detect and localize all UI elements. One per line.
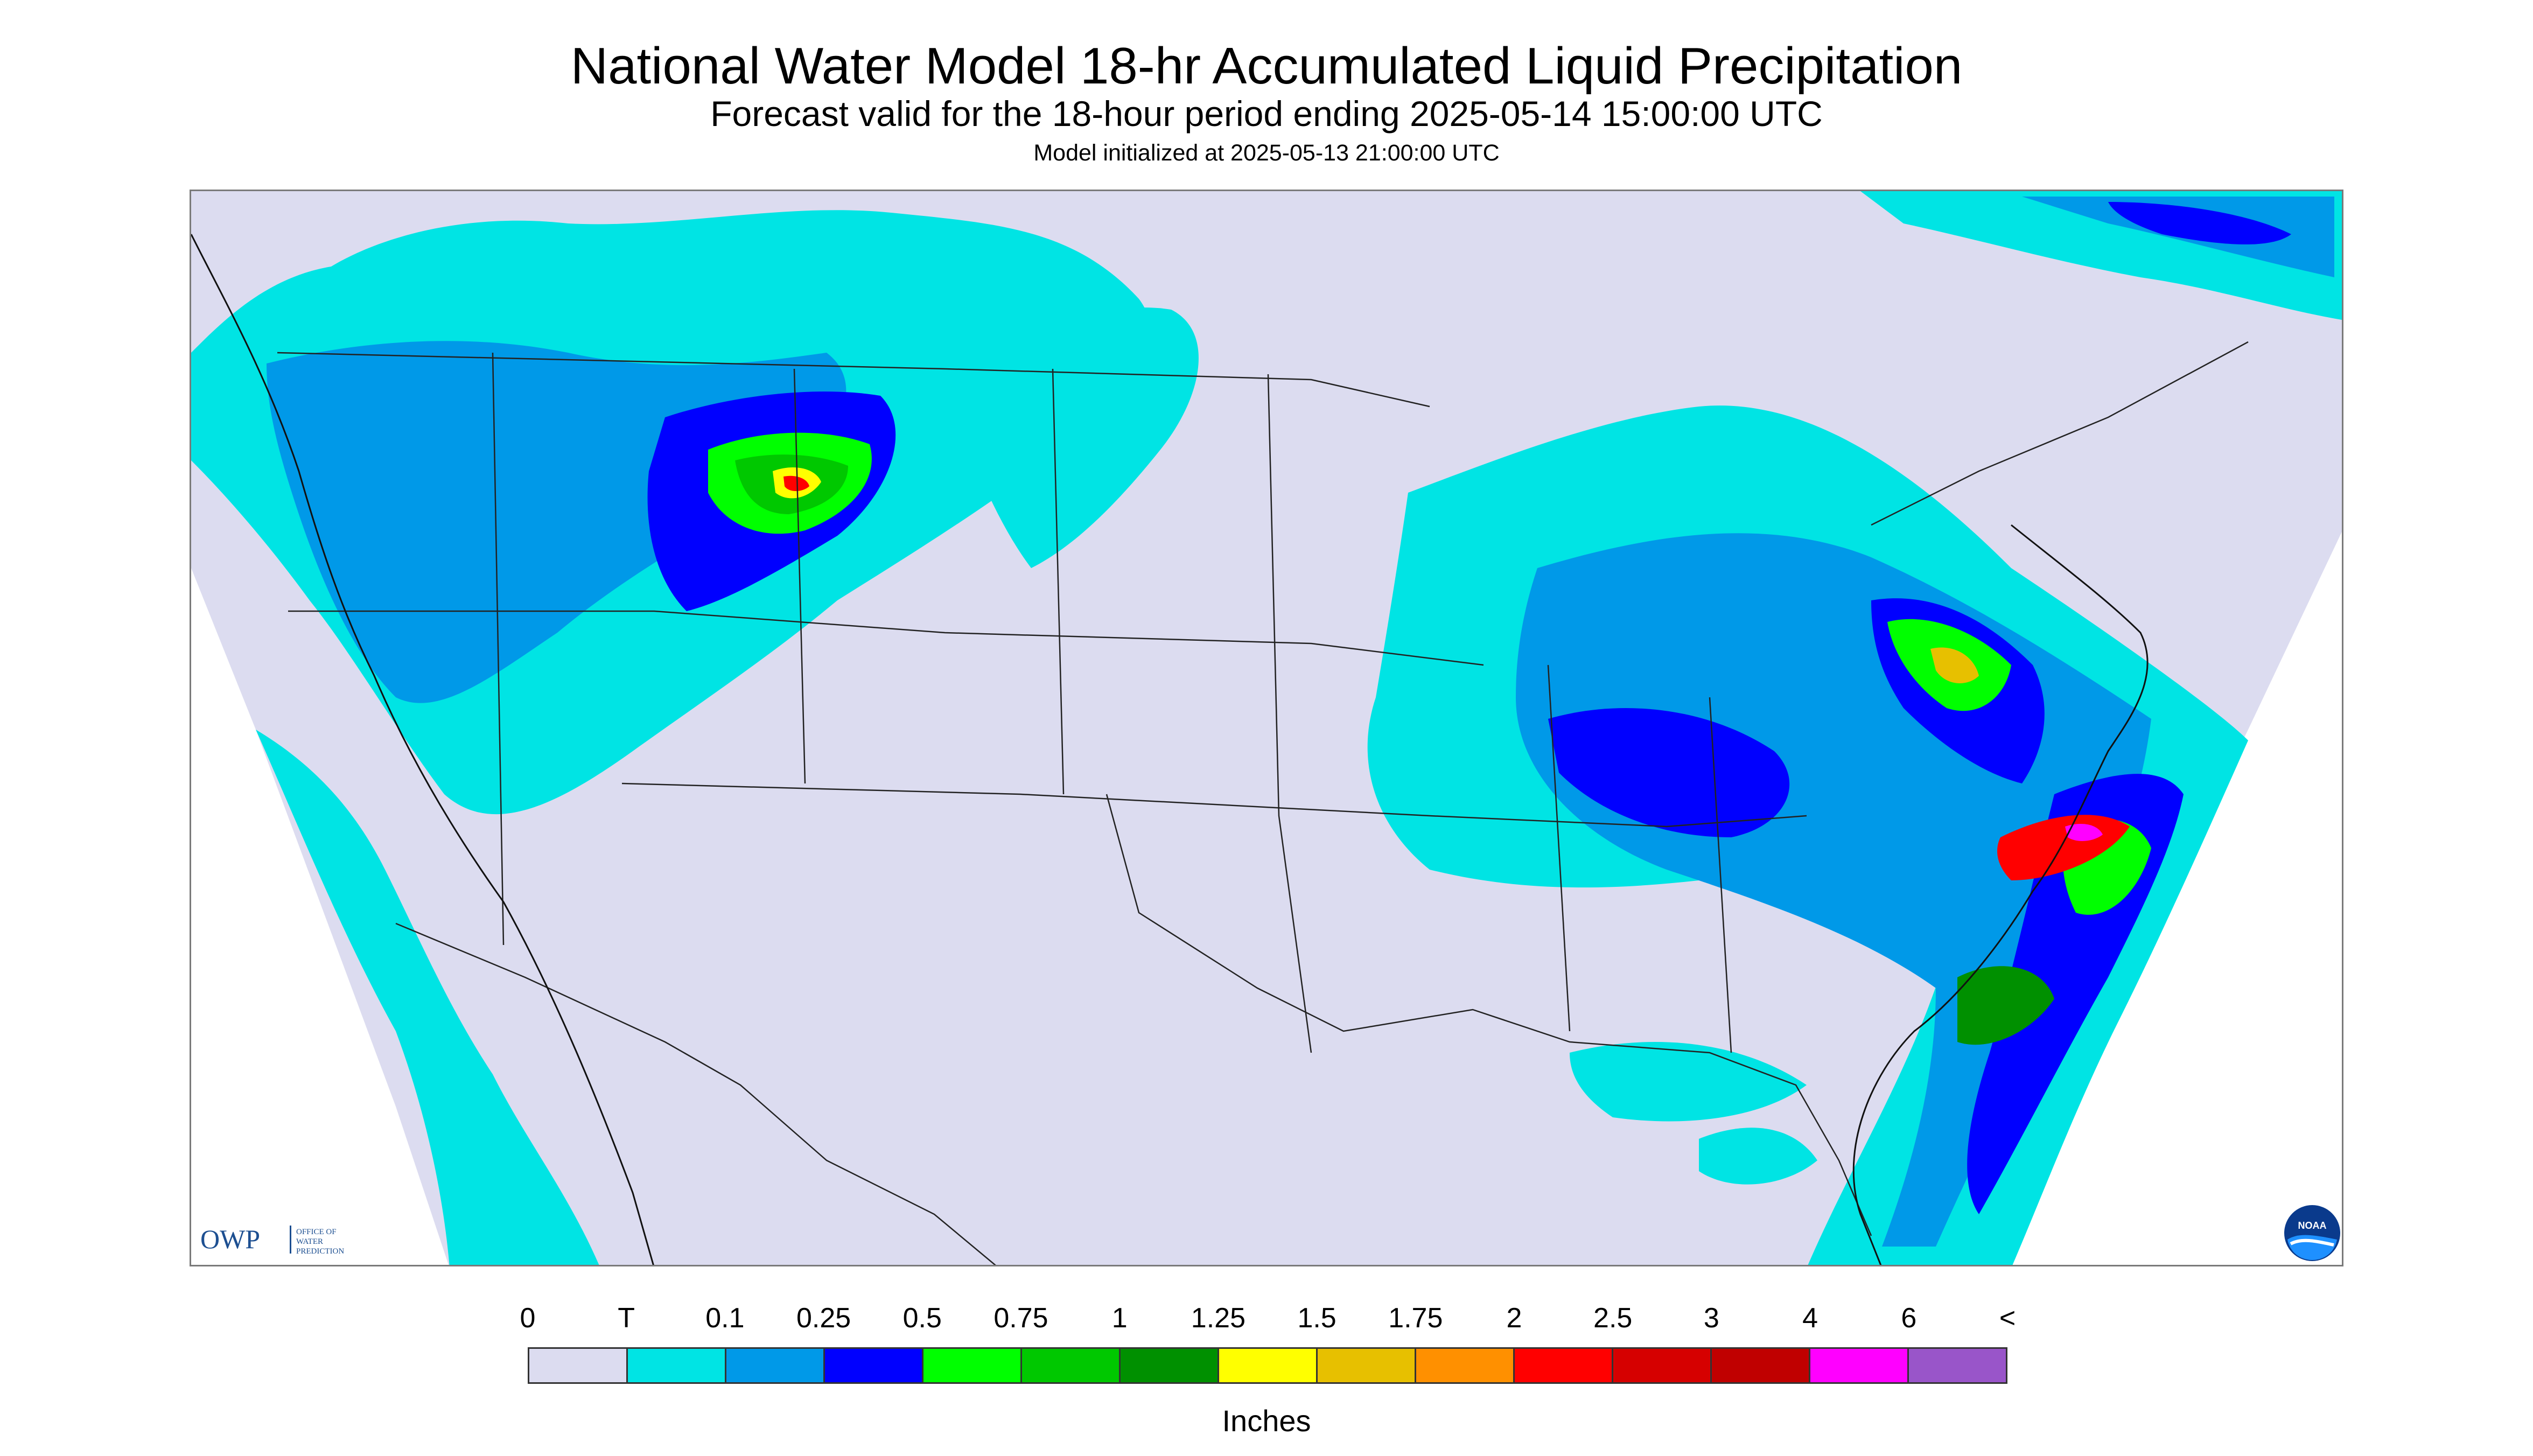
legend-swatch [1712,1349,1810,1382]
noaa-logo: NOAA [2284,1205,2340,1261]
precipitation-map [190,190,2343,1266]
precip-quarter-southeast [1548,708,1790,837]
legend-tick-label: 1.75 [1388,1303,1443,1334]
legend-tick-label: 0.25 [796,1303,851,1334]
legend-tick-label: < [1999,1303,2016,1334]
legend-tick-label: T [618,1303,635,1334]
noaa-text: NOAA [2298,1220,2327,1231]
legend-tick-label: 1 [1111,1303,1128,1334]
legend-swatch [1219,1349,1318,1382]
legend-swatch [1318,1349,1416,1382]
legend-swatch [825,1349,923,1382]
legend-swatch [1909,1349,2006,1382]
legend-swatch [1613,1349,1712,1382]
precip-trace-southwest [256,730,599,1265]
legend-tick-label: 2.5 [1593,1303,1633,1334]
legend-swatch [1515,1349,1613,1382]
legend-tick-label: 6 [1901,1303,1917,1334]
map-title: National Water Model 18-hr Accumulated L… [570,37,1963,95]
legend-tick-label: 4 [1802,1303,1818,1334]
owp-text-line-2: WATER [296,1237,323,1246]
legend-swatch [923,1349,1022,1382]
owp-mark: OWP [200,1224,260,1254]
legend-tick-label: 0 [520,1303,536,1334]
legend-tick-label: 0.75 [993,1303,1048,1334]
state-boundaries [277,341,2249,1265]
legend-swatch [1121,1349,1219,1382]
legend-swatch [726,1349,825,1382]
model-init-time: Model initialized at 2025-05-13 21:00:00… [1033,140,1500,166]
legend-tick-label: 0.1 [705,1303,745,1334]
owp-text-line-1: OFFICE OF [296,1228,337,1236]
precip-trace-northern-plains [956,307,1199,568]
legend-swatch [1416,1349,1515,1382]
precip-four-atlantic [2065,824,2103,841]
legend-color-bar [528,1347,2007,1384]
precipitation-map-canvas [191,191,2342,1265]
legend-swatch [529,1349,628,1382]
legend-swatch [1022,1349,1121,1382]
precip-two-montana [783,475,809,491]
legend-tick-label: 1.5 [1297,1303,1337,1334]
precip-one-atlantic [1957,966,2054,1045]
precip-trace-gulf-2 [1699,1128,1817,1185]
legend-tick-label: 2 [1506,1303,1522,1334]
precip-trace-gulf [1570,1042,1807,1122]
legend-tick-label: 3 [1703,1303,1719,1334]
map-subtitle: Forecast valid for the 18-hour period en… [710,94,1823,134]
legend-units-label: Inches [1222,1404,1311,1438]
owp-text-line-3: PREDICTION [296,1247,344,1256]
precip-onehalf-pennsylvania [1930,647,1979,683]
coastline [191,234,2149,1265]
legend-swatch [1810,1349,1909,1382]
legend-swatch [628,1349,726,1382]
precip-quarter-canada [2108,202,2291,244]
legend-tick-label: 0.5 [902,1303,942,1334]
owp-logo: OWP OFFICE OF WATER PREDICTION [200,1224,344,1256]
legend-tick-label: 1.25 [1191,1303,1245,1334]
